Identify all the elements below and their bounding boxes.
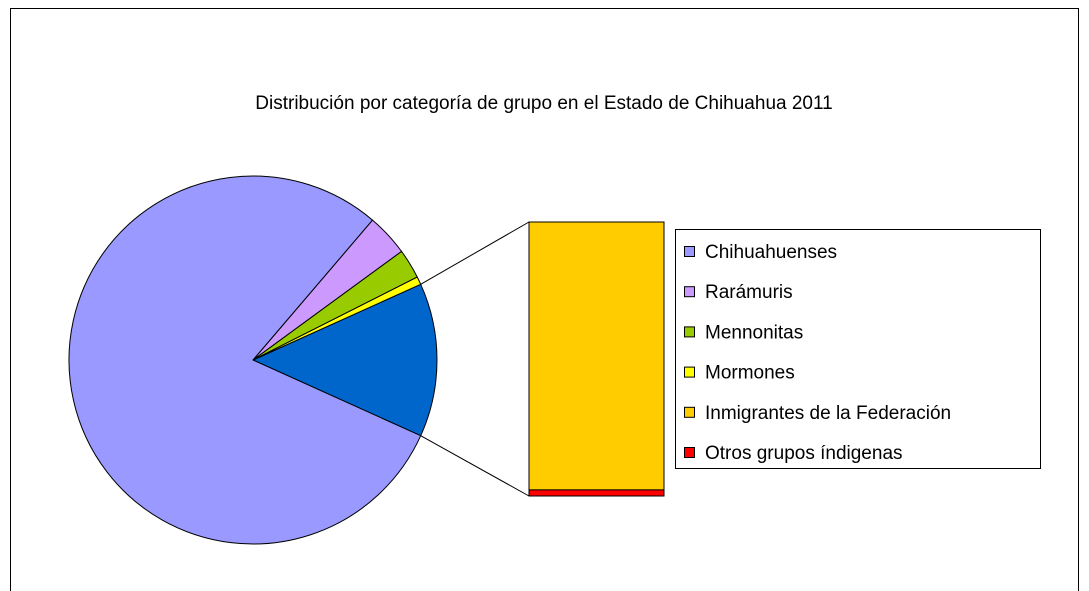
chart-title: Distribución por categoría de grupo en e… <box>255 93 832 114</box>
legend-label: Inmigrantes de la Federación <box>705 403 951 424</box>
legend-swatch <box>684 406 695 418</box>
bar-segment <box>528 489 665 497</box>
legend-label: Chihuahuenses <box>705 242 837 263</box>
legend-label: Otros grupos índigenas <box>705 443 903 464</box>
connector-line <box>420 221 530 285</box>
legend-label: Rarámuris <box>705 282 793 303</box>
bar-segment <box>528 221 665 491</box>
legend-box <box>675 229 1041 469</box>
legend-swatch <box>684 246 695 257</box>
legend-label: Mormones <box>705 363 795 384</box>
legend-swatch <box>684 447 695 458</box>
pie-slice-other <box>251 283 438 437</box>
legend-label: Mennonitas <box>705 322 803 343</box>
legend-swatch <box>684 326 695 338</box>
legend-swatch <box>684 366 695 378</box>
connector-line <box>420 435 530 497</box>
legend-swatch <box>684 286 695 298</box>
chart-border <box>10 8 1079 591</box>
pie-slice <box>68 175 422 545</box>
